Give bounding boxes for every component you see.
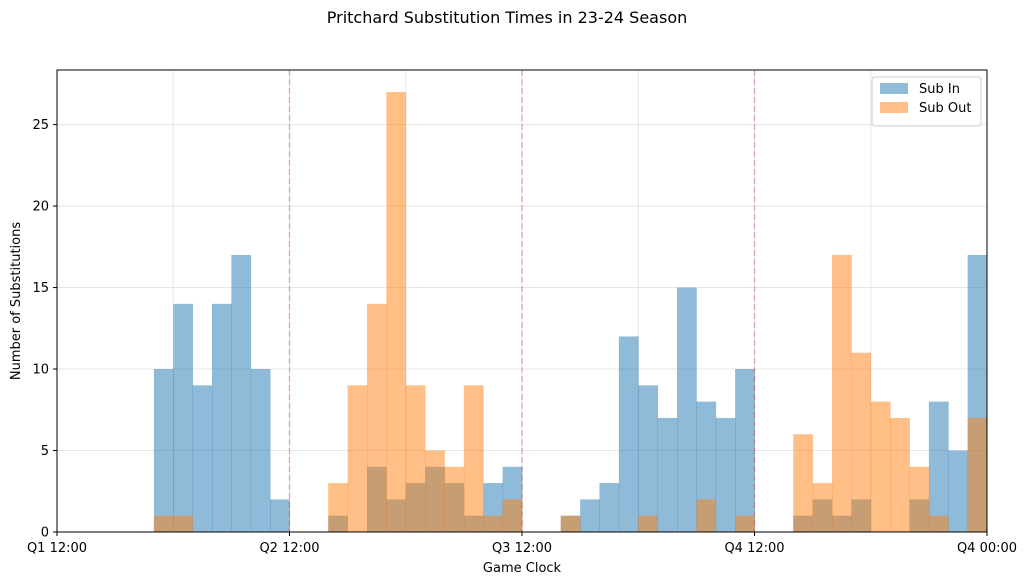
- y-tick-label: 5: [41, 444, 49, 459]
- bar-sub-out: [173, 515, 194, 532]
- bar-sub-out: [638, 515, 659, 532]
- legend-swatch-sub-in: [880, 83, 908, 94]
- bar-sub-out: [425, 450, 445, 532]
- bar-sub-out: [793, 434, 814, 532]
- y-tick-label: 20: [32, 200, 49, 215]
- bar-sub-in: [192, 385, 213, 532]
- x-tick-label: Q1 12:00: [27, 541, 87, 556]
- bar-sub-in: [250, 369, 271, 532]
- bar-sub-out: [890, 417, 910, 532]
- bar-sub-out: [696, 499, 717, 532]
- bar-sub-out: [347, 385, 368, 532]
- bar-sub-in: [657, 417, 678, 532]
- bar-sub-in: [173, 303, 194, 532]
- y-tick-label: 25: [32, 118, 49, 133]
- y-ticks-layer: 0 5 10 15 20 25: [32, 118, 57, 541]
- bar-sub-in: [618, 336, 639, 532]
- bar-sub-out: [386, 92, 407, 532]
- bar-sub-out: [328, 483, 349, 532]
- y-tick-label: 10: [32, 363, 49, 378]
- bar-sub-out: [560, 515, 581, 532]
- bar-sub-out: [967, 417, 988, 532]
- legend: Sub In Sub Out: [871, 76, 982, 127]
- bar-sub-out: [153, 515, 174, 532]
- x-tick-label: Q2 12:00: [259, 541, 319, 556]
- bar-sub-in: [270, 499, 290, 532]
- bar-sub-out: [502, 499, 523, 532]
- chart-title: Pritchard Substitution Times in 23-24 Se…: [327, 8, 688, 27]
- y-tick-label: 15: [32, 281, 49, 296]
- bar-sub-out: [405, 385, 426, 532]
- bar-sub-in: [928, 401, 949, 532]
- x-ticks-layer: Q1 12:00 Q2 12:00 Q3 12:00 Q4 12:00 Q4 00:00: [27, 532, 1017, 556]
- quarter-lines-layer: [288, 70, 756, 532]
- x-tick-label: Q3 12:00: [492, 541, 552, 556]
- bar-sub-out: [832, 254, 852, 533]
- bar-sub-out: [367, 303, 387, 532]
- bar-sub-out: [870, 401, 891, 532]
- bar-sub-in: [153, 369, 174, 532]
- y-axis-label: Number of Substitutions: [9, 222, 24, 380]
- bars-layer: [153, 92, 988, 533]
- bar-sub-in: [599, 483, 620, 532]
- bar-sub-in: [231, 254, 252, 533]
- bar-sub-out: [444, 466, 465, 532]
- bar-sub-out: [851, 352, 872, 532]
- bar-sub-out: [812, 483, 833, 532]
- legend-label-sub-out: Sub Out: [919, 101, 971, 116]
- bar-sub-out: [735, 515, 755, 532]
- y-tick-label: 0: [41, 526, 49, 541]
- legend-label-sub-in: Sub In: [919, 82, 960, 97]
- bar-sub-in: [948, 450, 969, 532]
- bar-sub-in: [580, 499, 600, 532]
- bar-sub-out: [483, 515, 504, 532]
- bar-sub-in: [212, 303, 232, 532]
- bar-sub-out: [909, 466, 930, 532]
- x-axis-label: Game Clock: [483, 561, 562, 576]
- x-tick-label: Q4 12:00: [724, 541, 784, 556]
- bar-sub-in: [677, 287, 697, 532]
- x-tick-label: Q4 00:00: [957, 541, 1017, 556]
- legend-swatch-sub-out: [880, 102, 908, 113]
- bar-sub-out: [928, 515, 949, 532]
- bar-sub-in: [735, 369, 755, 532]
- bar-sub-in: [715, 417, 736, 532]
- bar-sub-out: [463, 385, 484, 532]
- bar-sub-in: [638, 385, 659, 532]
